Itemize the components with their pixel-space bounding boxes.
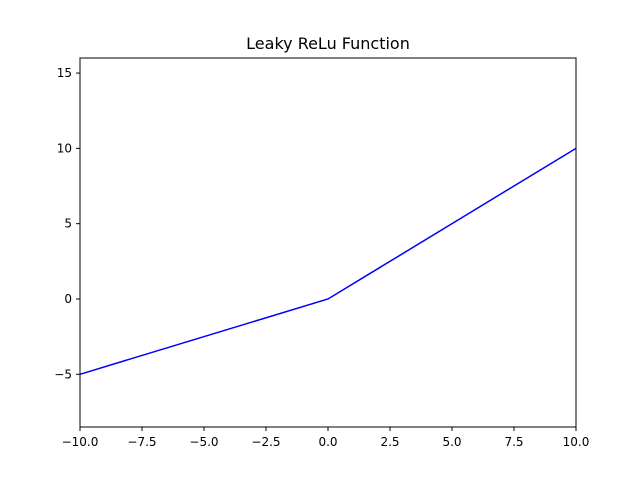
x-tick-label: −7.5	[127, 435, 156, 449]
x-tick-label: 0.0	[318, 435, 337, 449]
plot-area-frame	[79, 57, 577, 428]
y-tick-label: 10	[57, 141, 72, 155]
x-tick-label: −10.0	[62, 435, 99, 449]
x-tick-label: 5.0	[442, 435, 461, 449]
chart-title: Leaky ReLu Function	[246, 34, 410, 53]
y-tick-label: 0	[64, 292, 72, 306]
series-layer	[79, 147, 577, 376]
series-line-0	[79, 147, 577, 376]
y-tick-label: 5	[64, 217, 72, 231]
x-axis-ticks: −10.0 −7.5 −5.0 −2.5 0.0 2.5 5.0 7.5 10.0	[62, 427, 590, 449]
x-tick-label: 7.5	[504, 435, 523, 449]
x-tick-label: 10.0	[563, 435, 590, 449]
y-tick-label: −5	[54, 367, 72, 381]
x-tick-label: 2.5	[380, 435, 399, 449]
y-axis-ticks: −5 0 5 10 15	[54, 66, 80, 381]
y-tick-label: 15	[57, 66, 72, 80]
x-tick-label: −2.5	[251, 435, 280, 449]
x-tick-label: −5.0	[189, 435, 218, 449]
